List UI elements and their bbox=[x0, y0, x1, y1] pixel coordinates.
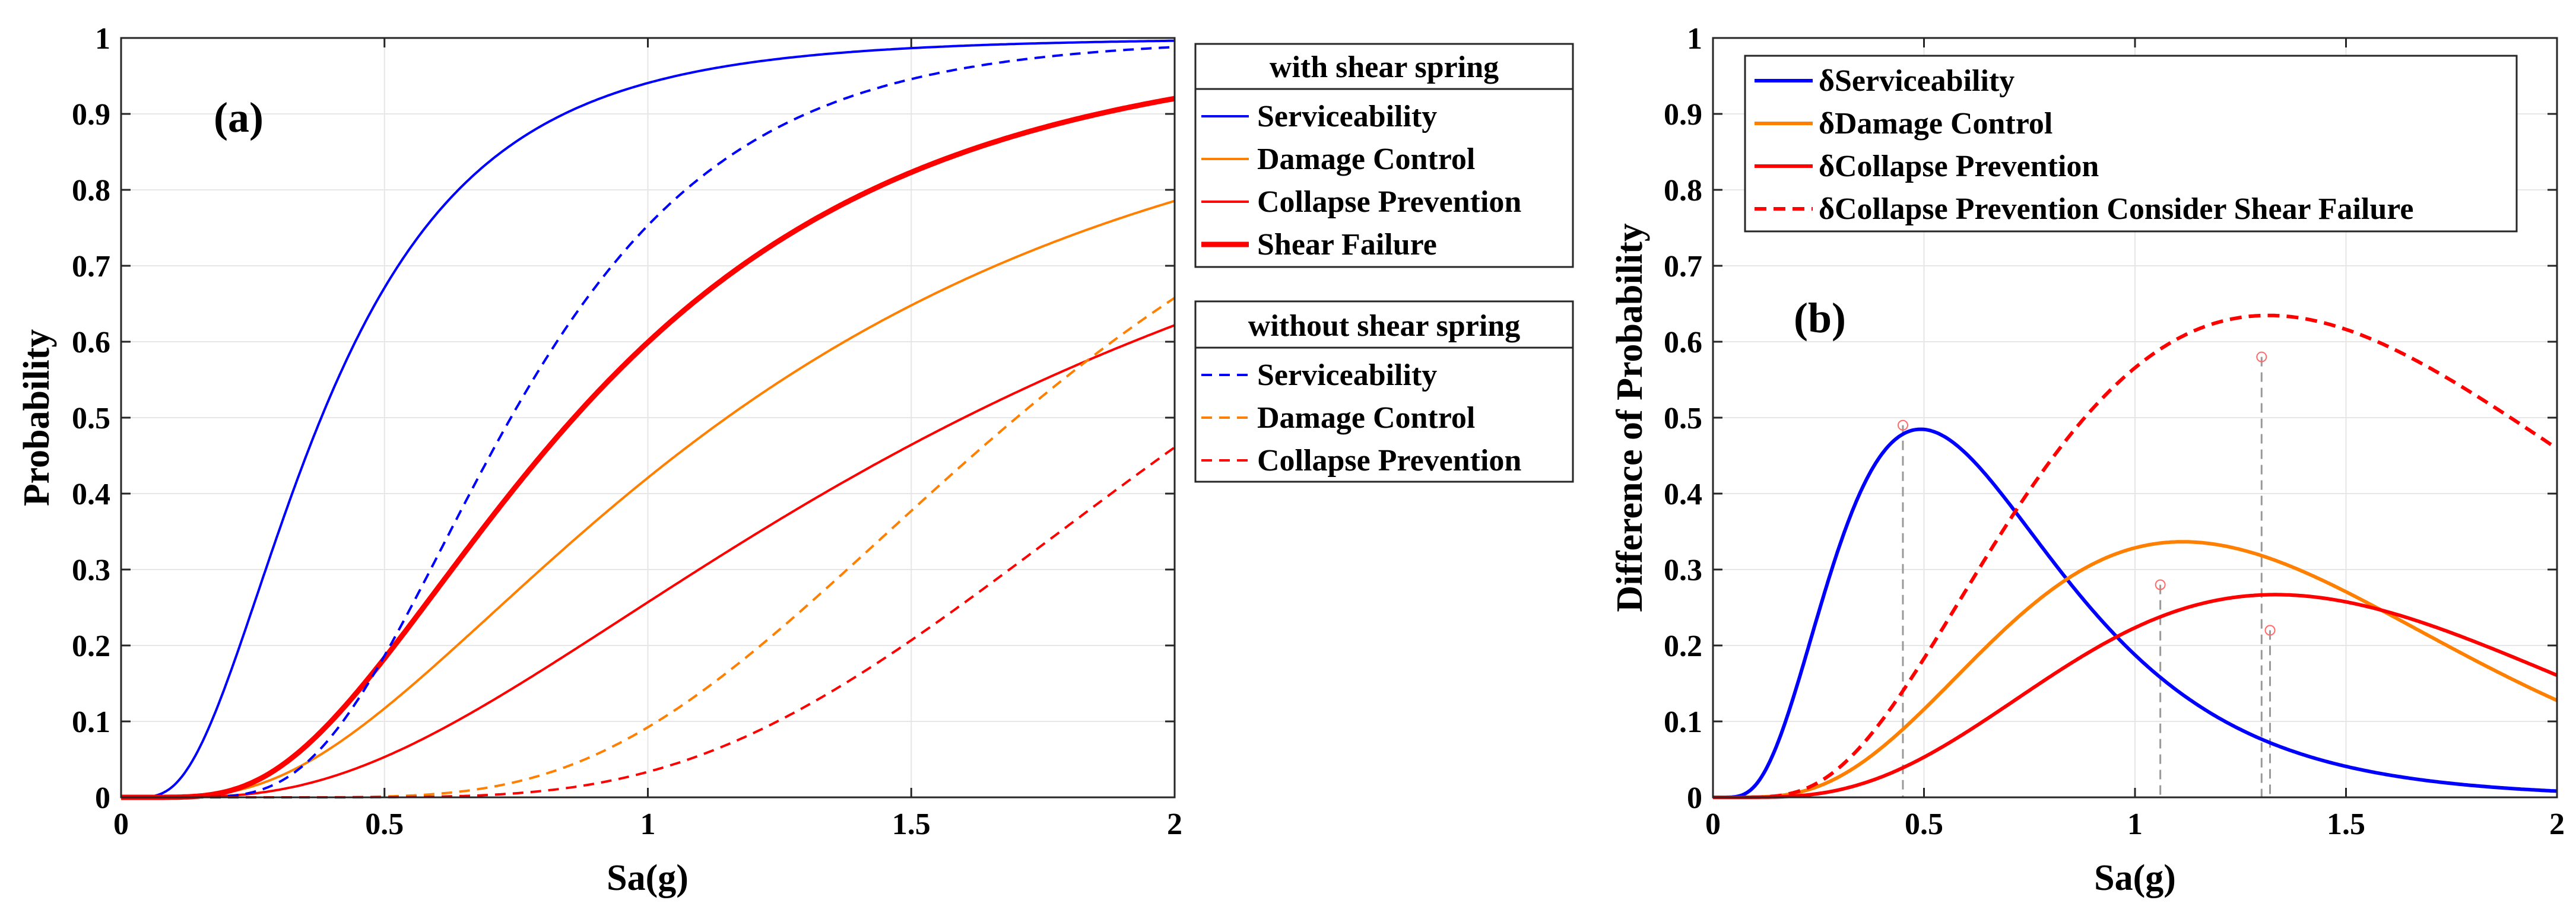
y-tick-label: 0.1 bbox=[1664, 705, 1702, 739]
y-tick-label: 0.5 bbox=[1664, 402, 1702, 435]
legend-without-shear-spring: without shear spring Serviceability Dama… bbox=[1194, 300, 1574, 483]
legend-box bbox=[1744, 55, 2518, 233]
panel-b-ticks: 0 0.5 1 1.5 2 0 0.1 0.2 0.3 0.4 0.5 0.6 0.7 0.8 0.9 1 bbox=[1664, 22, 2565, 841]
x-tick-label: 1.5 bbox=[2327, 807, 2365, 841]
panel-b-peak-markers bbox=[1897, 351, 2276, 636]
legend-entry-label: Damage Control bbox=[1257, 142, 1475, 176]
legend-box bbox=[1194, 43, 1574, 268]
series-line-serviceability bbox=[121, 39, 1175, 799]
y-tick-label: 1 bbox=[1687, 22, 1702, 56]
y-tick-label: 0.9 bbox=[72, 98, 110, 132]
panel-b-peak-droplines bbox=[1902, 357, 2272, 797]
y-tick-label: 0 bbox=[1687, 781, 1702, 815]
x-tick-label: 1 bbox=[640, 807, 656, 841]
x-tick-label: 0 bbox=[113, 807, 129, 841]
peak-marker bbox=[1897, 419, 1908, 431]
legend-entry-label: δDamage Control bbox=[1819, 107, 2052, 141]
x-tick-label: 2 bbox=[1167, 807, 1182, 841]
x-tick-label: 0.5 bbox=[1905, 807, 1943, 841]
legend-entry-label: Serviceability bbox=[1257, 358, 1437, 392]
legend-entry-label: δCollapse Prevention bbox=[1819, 150, 2099, 183]
y-tick-label: 0.6 bbox=[72, 326, 110, 360]
series-line-collapse-prevention-consider-shear-failure-dashed bbox=[1713, 313, 2558, 799]
series-line-collapse-prevention bbox=[1713, 593, 2558, 799]
y-tick-label: 0.3 bbox=[1664, 554, 1702, 587]
panel-a-ylabel: Probability bbox=[17, 329, 57, 507]
y-tick-label: 1 bbox=[95, 22, 110, 56]
series-line-collapse-prevention-dashed bbox=[121, 446, 1176, 799]
legend-title: without shear spring bbox=[1248, 309, 1520, 343]
y-tick-label: 0.4 bbox=[72, 478, 110, 511]
panel-a-ticks: 0 0.5 1 1.5 2 0 0.1 0.2 0.3 0.4 0.5 0.6 0.7 0.8 0.9 1 bbox=[72, 22, 1182, 841]
legend-difference: δServiceability δDamage Control δCollaps… bbox=[1744, 55, 2518, 233]
y-tick-label: 0.6 bbox=[1664, 326, 1702, 360]
y-tick-label: 0.2 bbox=[1664, 629, 1702, 663]
y-tick-label: 0.5 bbox=[72, 402, 110, 435]
x-tick-label: 0 bbox=[1705, 807, 1721, 841]
x-tick-label: 0.5 bbox=[365, 807, 404, 841]
series-line-serviceability-dashed bbox=[121, 46, 1175, 799]
panel-a-series bbox=[120, 39, 1176, 800]
legend-entry-label: δServiceability bbox=[1819, 64, 2015, 98]
legend-box bbox=[1194, 300, 1574, 483]
y-tick-label: 0.3 bbox=[72, 554, 110, 587]
legend-with-shear-spring: with shear spring Serviceability Damage … bbox=[1194, 43, 1574, 268]
legend-entry-label: Collapse Prevention bbox=[1257, 444, 1521, 478]
x-tick-label: 1.5 bbox=[892, 807, 931, 841]
x-tick-label: 1 bbox=[2127, 807, 2143, 841]
legend-entry-label: Collapse Prevention bbox=[1257, 185, 1521, 219]
series-line-damage-control bbox=[121, 199, 1175, 799]
panel-a-xlabel: Sa(g) bbox=[607, 858, 689, 898]
panel-b-label: (b) bbox=[1794, 294, 1846, 342]
legend-entry-label: δCollapse Prevention Consider Shear Fail… bbox=[1819, 192, 2414, 226]
panel-a-label: (a) bbox=[214, 94, 264, 141]
series-line-damage-control bbox=[1713, 540, 2558, 799]
panel-a: 0 0.5 1 1.5 2 0 0.1 0.2 0.3 0.4 0.5 0.6 0.7 0.8 0.9 1 S… bbox=[17, 22, 1182, 898]
y-tick-label: 0.7 bbox=[72, 250, 110, 284]
peak-marker bbox=[2264, 625, 2276, 636]
legend-entry-label: Serviceability bbox=[1257, 100, 1437, 133]
y-tick-label: 0.9 bbox=[1664, 98, 1702, 132]
legend-title: with shear spring bbox=[1270, 50, 1499, 84]
peak-marker bbox=[2256, 351, 2267, 362]
series-line-collapse-prevention bbox=[121, 324, 1175, 799]
panel-b-ylabel: Difference of Probability bbox=[1610, 223, 1650, 612]
y-tick-label: 0.8 bbox=[1664, 174, 1702, 208]
panel-b-xlabel: Sa(g) bbox=[2094, 858, 2176, 898]
series-line-serviceability bbox=[1713, 427, 2558, 799]
series-line-damage-control-dashed bbox=[121, 297, 1176, 799]
y-tick-label: 0.7 bbox=[1664, 250, 1702, 284]
panel-b-series bbox=[1713, 313, 2558, 799]
series-line-shear-failure bbox=[120, 96, 1175, 800]
y-tick-label: 0.1 bbox=[72, 705, 110, 739]
peak-marker bbox=[2155, 579, 2166, 590]
y-tick-label: 0 bbox=[95, 781, 110, 815]
y-tick-label: 0.2 bbox=[72, 629, 110, 663]
y-tick-label: 0.8 bbox=[72, 174, 110, 208]
legend-entry-label: Shear Failure bbox=[1257, 228, 1437, 262]
legend-entry-label: Damage Control bbox=[1257, 401, 1475, 435]
x-tick-label: 2 bbox=[2549, 807, 2565, 841]
y-tick-label: 0.4 bbox=[1664, 478, 1702, 511]
